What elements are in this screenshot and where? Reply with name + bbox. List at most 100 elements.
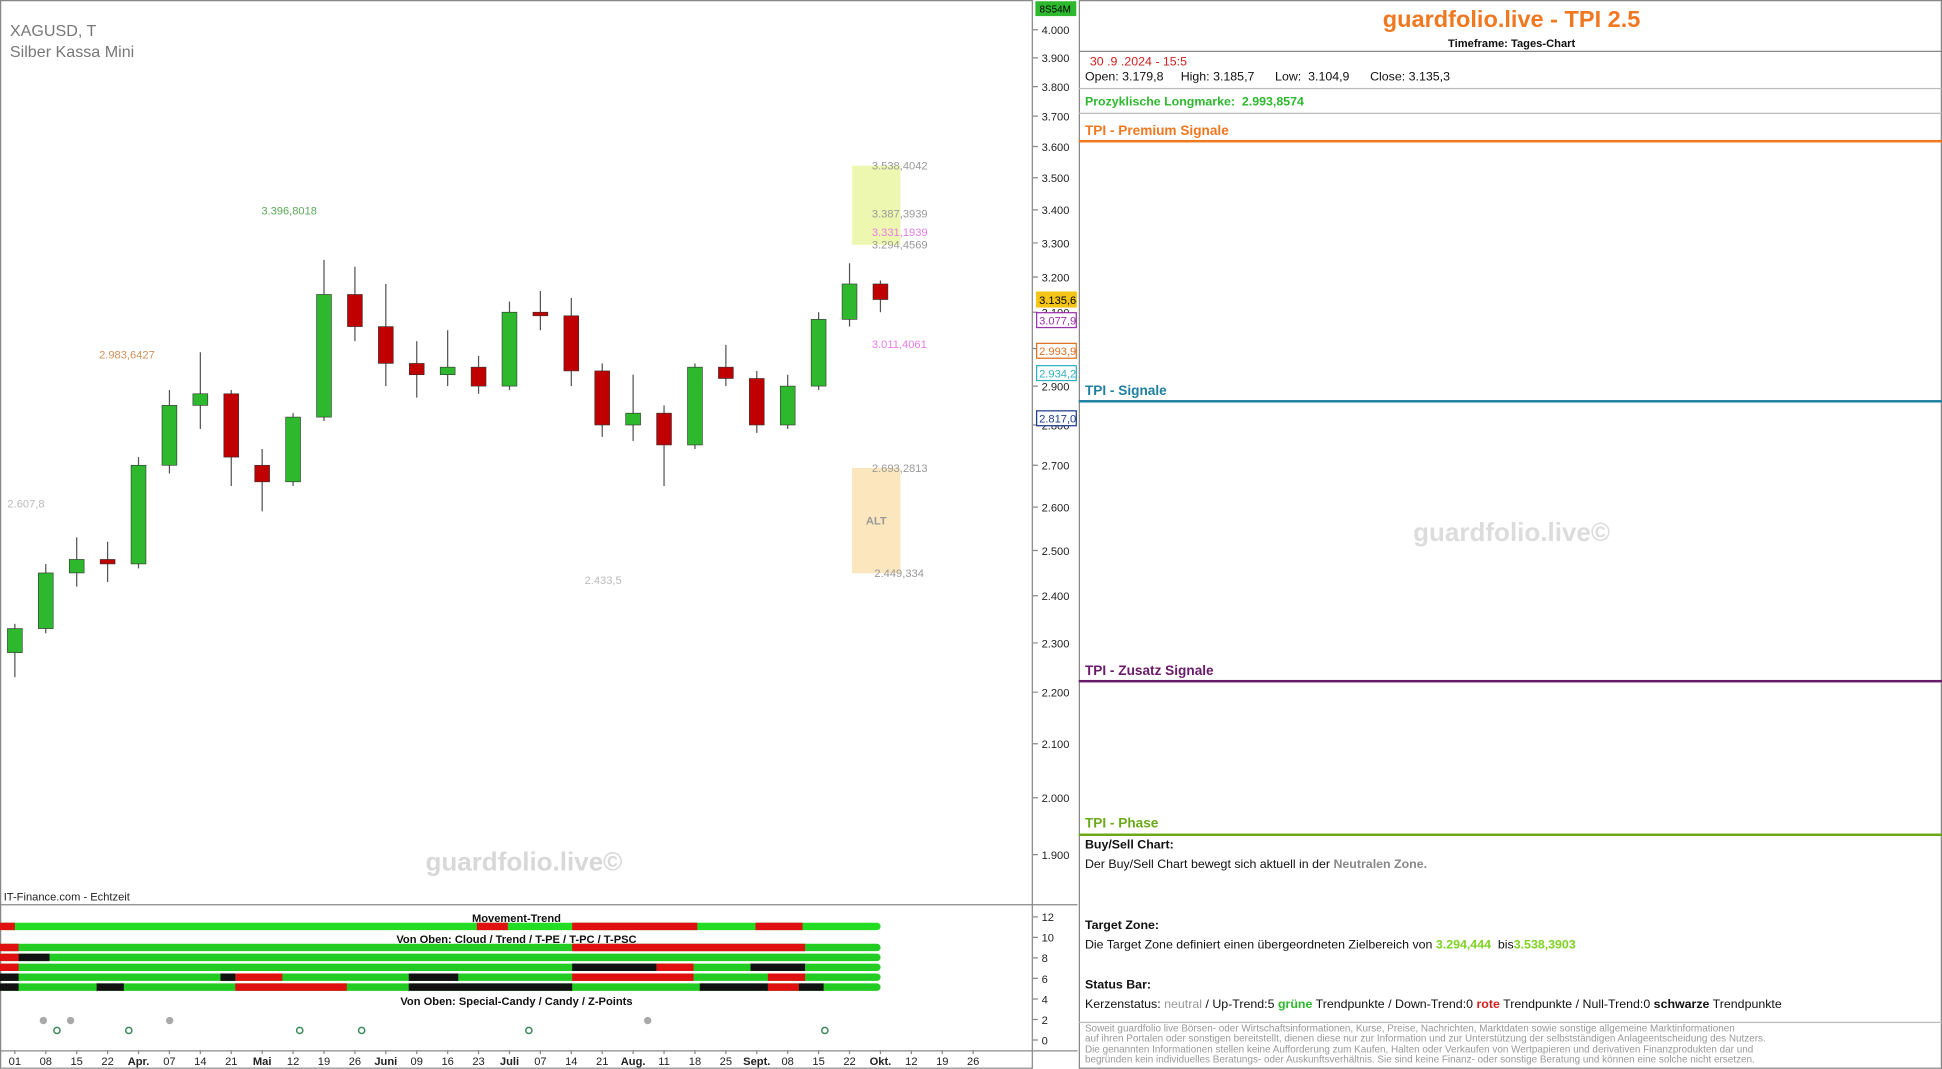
annotation: 3.538,4042 [872, 160, 928, 172]
x-tick-label: Okt. [870, 1056, 892, 1068]
zone [852, 165, 901, 245]
text: schwarze [1653, 998, 1710, 1012]
x-tick-label: 01 [9, 1056, 21, 1068]
y-tick-label: 2.000 [1042, 793, 1070, 805]
candle-body [470, 366, 487, 387]
candle-body [192, 393, 209, 406]
annotation: 2.449,334 [874, 568, 924, 580]
x-tick-label: 21 [225, 1056, 237, 1068]
x-tick-label: Apr. [128, 1056, 150, 1068]
text: Trendpunkte [1712, 998, 1782, 1012]
candle-body [656, 412, 672, 446]
source: IT-Finance.com - Echtzeit [4, 891, 131, 903]
x-tick-label: 22 [101, 1056, 113, 1068]
text: / Null-Trend:0 [1575, 998, 1651, 1012]
candle-body [532, 311, 549, 317]
annotation: 3.011,4061 [872, 339, 927, 351]
z-points [53, 1026, 829, 1035]
candle-body [316, 294, 332, 418]
y-tick-label: 2.100 [1042, 739, 1070, 751]
price-tag-label: 3.077,9 [1039, 315, 1076, 327]
y-tick-label: 3.500 [1042, 173, 1070, 185]
x-tick-label: 14 [194, 1056, 206, 1068]
indicator-tick-label: 12 [1042, 912, 1054, 924]
section-title: TPI - Premium Signale [1084, 123, 1229, 139]
text: neutral [1164, 998, 1203, 1012]
badge-bg [1035, 1, 1077, 17]
indicator-title: Von Oben: Special-Candy / Candy / Z-Poin… [400, 996, 632, 1008]
price-tag [1036, 365, 1077, 382]
indicator-title: Von Oben: Cloud / Trend / T-PE / T-PC / … [396, 934, 636, 946]
y-tick-label: 2.900 [1042, 381, 1070, 393]
candle-body [285, 416, 301, 483]
y-tick-label: 2.700 [1042, 461, 1070, 473]
y-tick-label: 3.400 [1042, 205, 1070, 217]
price-tag [1036, 342, 1077, 359]
timeframe: Timeframe: Tages-Chart [1448, 37, 1576, 50]
watermark: guardfolio.live© [1413, 518, 1611, 548]
strip [755, 922, 803, 931]
candle-body [749, 378, 765, 426]
rule [1078, 833, 1942, 837]
candle-body [68, 559, 85, 574]
indicator-strips [0, 922, 881, 1035]
chart: XAGUSD, T Silber Kassa Mini IT-Finance.c… [0, 0, 1078, 1069]
longmark-label: Prozyklische Longmarke: [1084, 95, 1235, 109]
y-tick-label: 3.700 [1042, 112, 1070, 124]
section-title: TPI - Phase [1084, 816, 1159, 832]
zone: Neutralen Zone. [1333, 858, 1428, 872]
instrument-name: Silber Kassa Mini [10, 43, 134, 61]
price-tag [1036, 410, 1077, 427]
x-tick-label: 14 [565, 1056, 577, 1068]
panel-title: guardfolio.live - TPI 2.5 [1382, 7, 1641, 34]
price-tag-label: 2.817,0 [1039, 414, 1076, 426]
x-tick-label: Juli [500, 1056, 519, 1068]
buysell-text: Der Buy/Sell Chart bewegt sich aktuell i… [1085, 858, 1427, 872]
price-tag-label: 2.993,9 [1039, 346, 1076, 358]
candle-body [254, 464, 270, 483]
strip [476, 922, 508, 931]
text: / Down-Trend:0 [1388, 998, 1474, 1012]
y-tick-label: 4.000 [1042, 25, 1070, 37]
zone-label: ALT [866, 515, 887, 527]
disclaimer-line: Die genannten Informationen stellen kein… [1084, 1043, 1754, 1055]
rule [1078, 1021, 1942, 1024]
badge: 8S54M [1040, 4, 1071, 15]
ohlc-label: High: [1180, 70, 1210, 85]
price-tag [1036, 312, 1077, 329]
candle-body [223, 393, 239, 458]
text: Kerzenstatus: [1084, 998, 1161, 1012]
rule [1078, 400, 1942, 403]
ohlc-label: Close: [1370, 70, 1406, 85]
text: Trendpunkte [1315, 998, 1385, 1012]
candle-body [378, 326, 394, 364]
candle-body [563, 315, 580, 372]
rule [1078, 112, 1942, 114]
buysell-title: Buy/Sell Chart: [1084, 838, 1174, 853]
indicator-tick-label: 8 [1042, 953, 1048, 965]
status-text: Kerzenstatus: neutral / Up-Trend:5 grüne… [1085, 998, 1782, 1012]
annotation: 2.693,2813 [872, 463, 928, 475]
x-tick-label: 19 [936, 1056, 948, 1068]
x-tick-label: Sept. [743, 1056, 770, 1068]
indicator-tick-label: 0 [1042, 1035, 1048, 1047]
status-title: Status Bar: [1084, 978, 1152, 993]
disclaimer: Soweit guardfolio live Börsen- oder Wirt… [1084, 1023, 1766, 1065]
disclaimer-line: begründen kein individuelles Beratungs- … [1084, 1053, 1755, 1065]
ohlc-value: 3.104,9 [1308, 70, 1350, 85]
target-text: Die Target Zone definiert einen übergeor… [1085, 939, 1576, 953]
y-tick-label: 2.500 [1042, 546, 1070, 558]
candle-body [872, 283, 889, 300]
rule [1078, 50, 1942, 53]
ohlc-value: 3.185,7 [1213, 70, 1255, 85]
x-tick-label: 15 [812, 1056, 824, 1068]
price-tag-label: 2.934,2 [1039, 368, 1076, 380]
strip [0, 922, 881, 931]
ohlc: Open: 3.179,8 High: 3.185,7 Low: 3.104,9… [1085, 71, 1450, 85]
text: / Up-Trend:5 [1205, 998, 1275, 1012]
indicator-tick-label: 6 [1042, 974, 1048, 986]
target-from: 3.294,444 [1435, 938, 1491, 953]
indicator-title: Movement-Trend [472, 913, 561, 925]
